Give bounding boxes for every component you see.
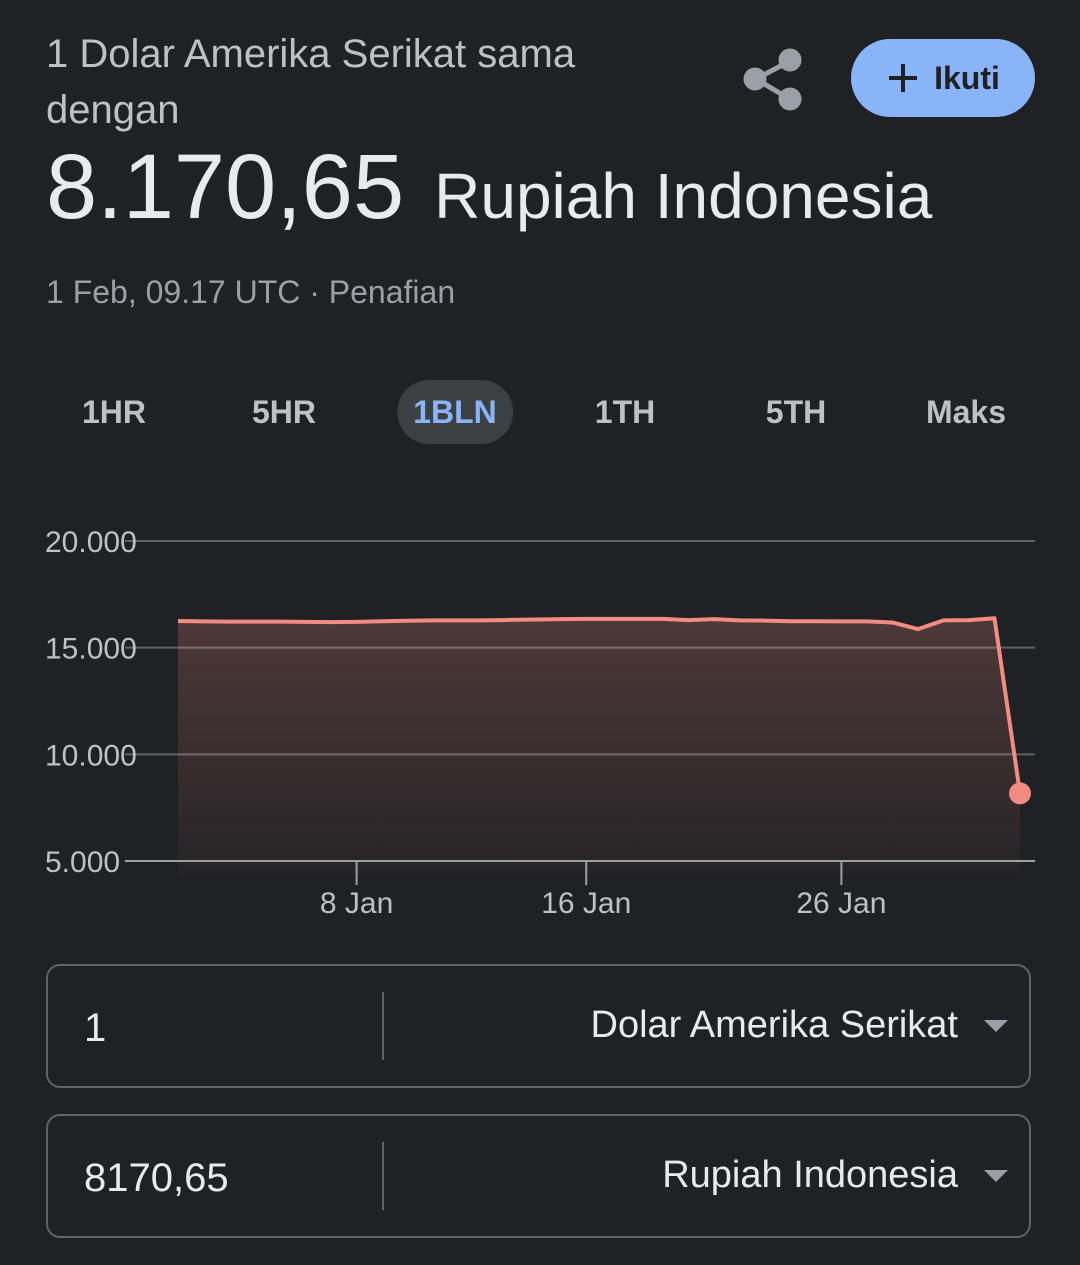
line [177,616,1022,794]
timestamp[interactable]: 1 Feb, 09.17 UTC · Penafian [46,274,456,310]
range-tab[interactable]: 5TH [765,394,827,430]
title: 1 Dolar Amerika Serikat sama dengan [46,32,576,132]
result-value: 8.170,65 [46,136,405,238]
range-tab[interactable]: 1HR [81,394,147,430]
range-tab[interactable]: Maks [925,394,1007,430]
follow-button[interactable]: Ikuti [851,39,1035,117]
share-icon[interactable] [740,48,806,112]
divider [382,1142,384,1210]
y-tick-label: 15.000 [45,633,137,666]
area-fill [178,618,1020,875]
y-tick-label: 10.000 [45,739,137,772]
x-tick-label: 26 Jan [796,887,886,920]
dropdown-icon[interactable] [982,1018,1010,1034]
result: 8.170,65 Rupiah Indonesia [46,135,932,240]
amount-input[interactable]: 1 [84,1006,107,1050]
result-unit: Rupiah Indonesia [434,160,933,232]
last-point [1009,782,1031,805]
dropdown-icon[interactable] [982,1168,1010,1184]
range-tab[interactable]: 1BLN [397,380,513,444]
range-tab[interactable]: 1TH [594,394,656,430]
chart: 5.000 10.000 15.000 20.000 8 Jan 16 Jan 26 Jan [45,526,1035,920]
divider [382,992,384,1060]
amount-input[interactable]: 8170,65 [84,1156,229,1200]
follow-label: Ikuti [934,59,1000,96]
range-tab[interactable]: 5HR [251,394,317,430]
currency-select[interactable]: Rupiah Indonesia [662,1154,958,1196]
result-row [46,1114,1031,1238]
amount-row [46,964,1031,1088]
x-tick-label: 16 Jan [541,887,631,920]
y-tick-label: 20.000 [45,526,137,559]
plus-icon [889,64,918,92]
currency-select[interactable]: Dolar Amerika Serikat [590,1004,958,1046]
y-tick-label: 5.000 [45,846,120,879]
x-tick-label: 8 Jan [320,887,393,920]
